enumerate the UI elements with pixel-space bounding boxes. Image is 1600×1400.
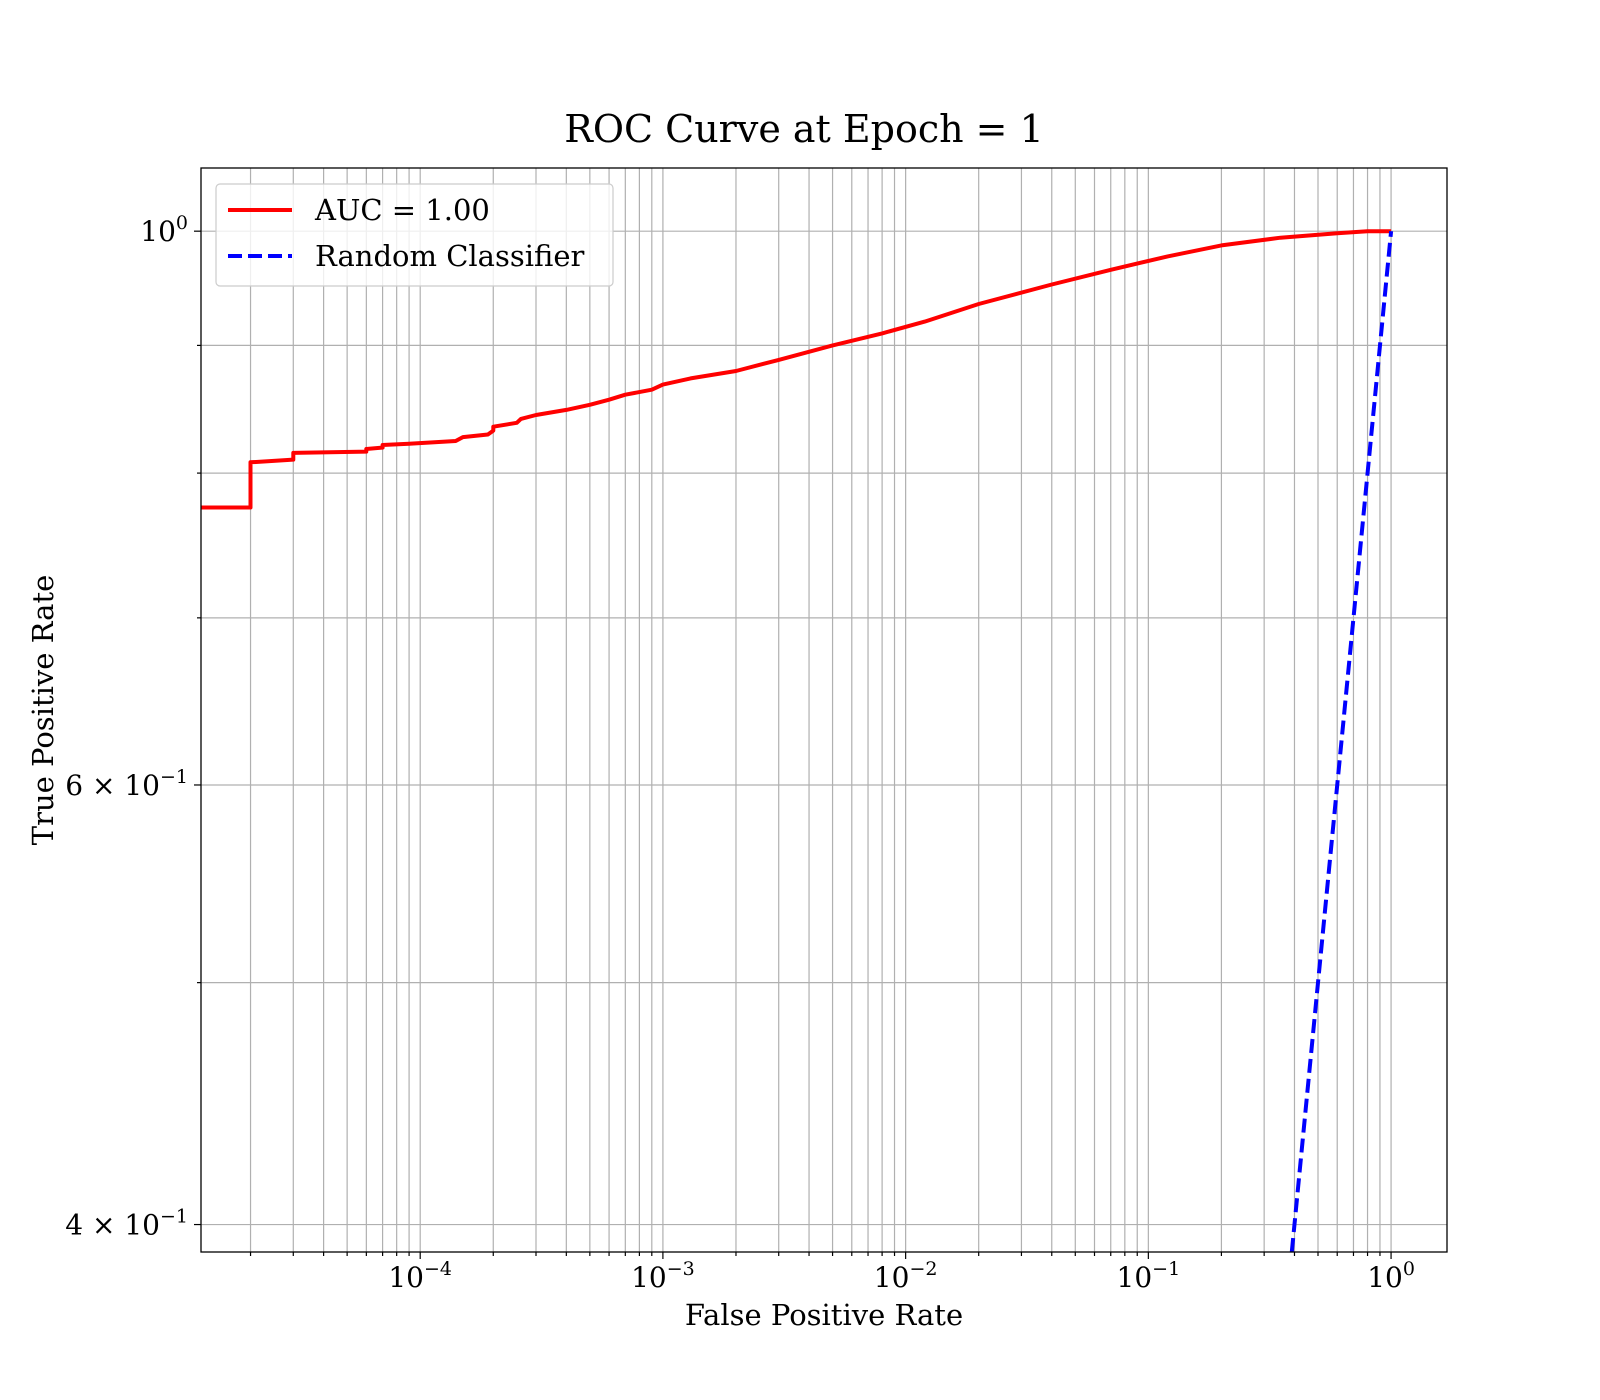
grid: [201, 168, 1447, 1252]
x-tick-label: 10−4: [388, 1258, 452, 1294]
chart-title: ROC Curve at Epoch = 1: [564, 107, 1044, 151]
ticks: 10−4 10−3 10−2 10−1 100 100 6 × 10−1 4 × 10−1: [65, 212, 1415, 1294]
random-classifier-line: [1289, 231, 1394, 1252]
legend-label-random: Random Classifier: [315, 239, 585, 273]
plot-frame: [200, 167, 1448, 1253]
series-group: [201, 229, 1394, 1252]
x-tick-label: 100: [1367, 1258, 1415, 1294]
legend: AUC = 1.00 Random Classifier: [215, 183, 614, 287]
y-tick-label: 4 × 10−1: [65, 1206, 188, 1242]
y-tick-label: 6 × 10−1: [65, 766, 188, 802]
x-tick-label: 10−3: [631, 1258, 695, 1294]
legend-label-auc: AUC = 1.00: [314, 193, 490, 227]
roc-curve-line: [201, 229, 1392, 510]
x-tick-label: 10−2: [874, 1258, 938, 1294]
y-axis-label: True Positive Rate: [26, 575, 60, 846]
x-axis-label: False Positive Rate: [685, 1298, 963, 1332]
x-tick-label: 10−1: [1117, 1258, 1181, 1294]
legend-box: [215, 183, 614, 287]
y-tick-label: 100: [140, 212, 188, 248]
